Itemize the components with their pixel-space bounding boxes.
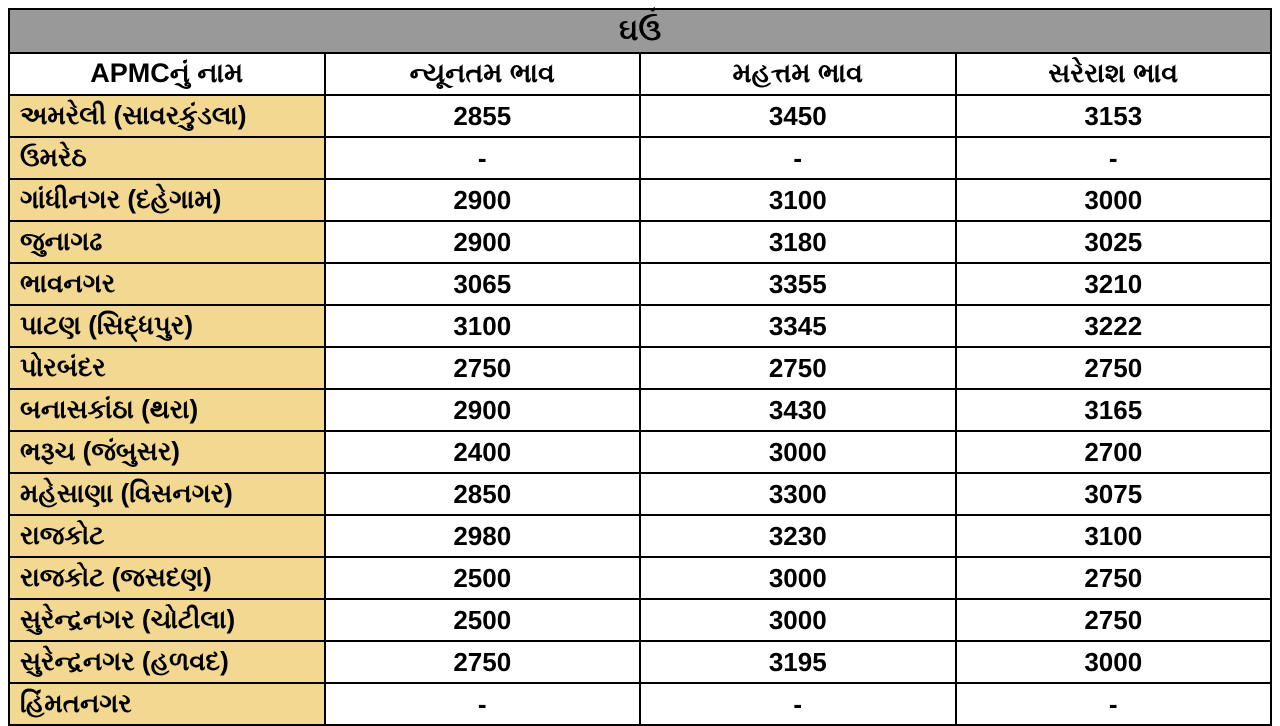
avg-price-cell: 3025 <box>956 221 1272 263</box>
avg-price-cell: 3210 <box>956 263 1272 305</box>
avg-price-cell: 3222 <box>956 305 1272 347</box>
apmc-name-cell: પાટણ (સિદ્ધપુર) <box>9 305 325 347</box>
max-price-cell: - <box>640 137 956 179</box>
avg-price-cell: 3153 <box>956 95 1272 137</box>
max-price-cell: 3000 <box>640 599 956 641</box>
min-price-cell: 2900 <box>325 179 641 221</box>
table-row: મહેસાણા (વિસનગર)285033003075 <box>9 473 1271 515</box>
apmc-name-cell: રાજકોટ <box>9 515 325 557</box>
apmc-name-cell: ભરૂચ (જંબુસર) <box>9 431 325 473</box>
table-header-row: APMCનું નામ ન્યૂનતમ ભાવ મહત્તમ ભાવ સરેરા… <box>9 53 1271 95</box>
price-table: ઘઉં APMCનું નામ ન્યૂનતમ ભાવ મહત્તમ ભાવ સ… <box>8 8 1272 726</box>
table-row: રાજકોટ298032303100 <box>9 515 1271 557</box>
table-row: બનાસકાંઠા (થરા)290034303165 <box>9 389 1271 431</box>
max-price-cell: 3195 <box>640 641 956 683</box>
max-price-cell: - <box>640 683 956 725</box>
max-price-cell: 3450 <box>640 95 956 137</box>
apmc-name-cell: અમરેલી (સાવરકુંડલા) <box>9 95 325 137</box>
avg-price-cell: 2750 <box>956 347 1272 389</box>
min-price-cell: 2850 <box>325 473 641 515</box>
min-price-cell: 2500 <box>325 599 641 641</box>
max-price-cell: 3180 <box>640 221 956 263</box>
min-price-cell: - <box>325 683 641 725</box>
table-title: ઘઉં <box>9 9 1271 53</box>
apmc-name-cell: પોરબંદર <box>9 347 325 389</box>
table-row: સુરેન્દ્રનગર (હળવદ)275031953000 <box>9 641 1271 683</box>
table-row: સુરેન્દ્રનગર (ચોટીલા)250030002750 <box>9 599 1271 641</box>
table-row: હિંમતનગર--- <box>9 683 1271 725</box>
max-price-cell: 3345 <box>640 305 956 347</box>
min-price-cell: 2900 <box>325 221 641 263</box>
apmc-name-cell: ભાવનગર <box>9 263 325 305</box>
apmc-name-cell: સુરેન્દ્રનગર (હળવદ) <box>9 641 325 683</box>
table-row: ભરૂચ (જંબુસર)240030002700 <box>9 431 1271 473</box>
table-row: અમરેલી (સાવરકુંડલા)285534503153 <box>9 95 1271 137</box>
apmc-name-cell: મહેસાણા (વિસનગર) <box>9 473 325 515</box>
table-row: ઉમરેઠ--- <box>9 137 1271 179</box>
max-price-cell: 3230 <box>640 515 956 557</box>
avg-price-cell: 3165 <box>956 389 1272 431</box>
table-row: જુનાગઢ290031803025 <box>9 221 1271 263</box>
max-price-cell: 3000 <box>640 557 956 599</box>
avg-price-cell: 2750 <box>956 557 1272 599</box>
col-header-avg: સરેરાશ ભાવ <box>956 53 1272 95</box>
avg-price-cell: 3000 <box>956 179 1272 221</box>
table-body: અમરેલી (સાવરકુંડલા)285534503153ઉમરેઠ---ગ… <box>9 95 1271 725</box>
apmc-name-cell: ઉમરેઠ <box>9 137 325 179</box>
table-row: ગાંધીનગર (દહેગામ)290031003000 <box>9 179 1271 221</box>
apmc-name-cell: બનાસકાંઠા (થરા) <box>9 389 325 431</box>
avg-price-cell: 3000 <box>956 641 1272 683</box>
min-price-cell: 2855 <box>325 95 641 137</box>
apmc-name-cell: રાજકોટ (જસદણ) <box>9 557 325 599</box>
apmc-name-cell: હિંમતનગર <box>9 683 325 725</box>
min-price-cell: 3100 <box>325 305 641 347</box>
min-price-cell: - <box>325 137 641 179</box>
max-price-cell: 3300 <box>640 473 956 515</box>
table-row: ભાવનગર306533553210 <box>9 263 1271 305</box>
min-price-cell: 3065 <box>325 263 641 305</box>
max-price-cell: 3355 <box>640 263 956 305</box>
apmc-name-cell: જુનાગઢ <box>9 221 325 263</box>
max-price-cell: 3100 <box>640 179 956 221</box>
apmc-name-cell: ગાંધીનગર (દહેગામ) <box>9 179 325 221</box>
apmc-name-cell: સુરેન્દ્રનગર (ચોટીલા) <box>9 599 325 641</box>
min-price-cell: 2750 <box>325 641 641 683</box>
col-header-name: APMCનું નામ <box>9 53 325 95</box>
min-price-cell: 2400 <box>325 431 641 473</box>
max-price-cell: 2750 <box>640 347 956 389</box>
min-price-cell: 2900 <box>325 389 641 431</box>
avg-price-cell: - <box>956 137 1272 179</box>
table-row: પાટણ (સિદ્ધપુર)310033453222 <box>9 305 1271 347</box>
table-row: પોરબંદર275027502750 <box>9 347 1271 389</box>
col-header-min: ન્યૂનતમ ભાવ <box>325 53 641 95</box>
avg-price-cell: 3100 <box>956 515 1272 557</box>
avg-price-cell: 2700 <box>956 431 1272 473</box>
min-price-cell: 2980 <box>325 515 641 557</box>
min-price-cell: 2750 <box>325 347 641 389</box>
avg-price-cell: 3075 <box>956 473 1272 515</box>
max-price-cell: 3430 <box>640 389 956 431</box>
table-row: રાજકોટ (જસદણ)250030002750 <box>9 557 1271 599</box>
col-header-max: મહત્તમ ભાવ <box>640 53 956 95</box>
avg-price-cell: - <box>956 683 1272 725</box>
min-price-cell: 2500 <box>325 557 641 599</box>
max-price-cell: 3000 <box>640 431 956 473</box>
avg-price-cell: 2750 <box>956 599 1272 641</box>
